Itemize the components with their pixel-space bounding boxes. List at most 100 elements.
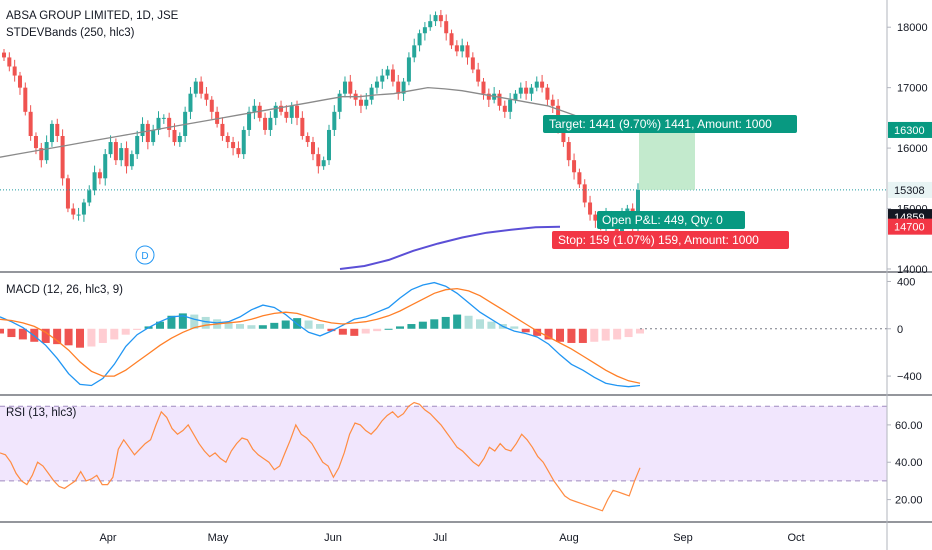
- x-tick-label: Aug: [559, 532, 579, 544]
- price-tag-label: 15308: [894, 185, 925, 197]
- price-tag[interactable]: 16300: [888, 121, 932, 138]
- candle: [273, 105, 278, 118]
- x-tick-label: May: [208, 532, 229, 544]
- rsi-tick-label: 40.00: [895, 457, 923, 469]
- candle: [60, 136, 65, 179]
- candle: [465, 45, 470, 58]
- candle: [289, 105, 294, 118]
- macd-histogram-bar: [247, 325, 256, 329]
- macd-histogram-bar: [510, 326, 519, 329]
- candle: [497, 93, 502, 106]
- candle: [129, 154, 134, 167]
- rsi-panel[interactable]: [0, 401, 887, 512]
- candle: [460, 45, 465, 52]
- macd-histogram-bar: [316, 324, 324, 329]
- macd-histogram-bar: [156, 321, 164, 329]
- price-tag[interactable]: 15308: [888, 181, 932, 198]
- candle: [103, 154, 108, 179]
- y-tick-label: 14000: [897, 264, 928, 276]
- candle: [284, 111, 289, 118]
- candle: [65, 178, 70, 209]
- price-tag-label: 16300: [894, 125, 925, 137]
- dividend-marker-label: D: [141, 251, 148, 262]
- macd-panel[interactable]: [0, 281, 887, 388]
- macd-histogram-bar: [636, 328, 644, 334]
- candle: [151, 129, 156, 143]
- candle: [39, 148, 44, 161]
- stop-label-box[interactable]: [552, 231, 789, 249]
- candle: [220, 123, 225, 136]
- candle: [534, 81, 539, 88]
- macd-histogram-bar: [201, 316, 210, 329]
- macd-histogram-bar: [224, 321, 233, 329]
- candle: [55, 123, 60, 136]
- pnl-label-box[interactable]: [597, 211, 745, 229]
- price-tag-box: [888, 181, 932, 198]
- macd-histogram-bar: [578, 328, 587, 343]
- price-tag-box: [888, 121, 932, 138]
- dividend-marker[interactable]: [135, 245, 155, 265]
- candle: [252, 105, 257, 112]
- target-label-box[interactable]: [543, 115, 797, 133]
- candle: [385, 69, 390, 76]
- candle: [476, 69, 481, 82]
- candle: [566, 142, 571, 161]
- macd-histogram-bar: [110, 328, 119, 340]
- macd-histogram-bar: [327, 328, 336, 332]
- symbol-title[interactable]: ABSA GROUP LIMITED, 1D, JSE: [6, 10, 179, 22]
- x-tick-label: Apr: [99, 532, 116, 544]
- macd-histogram-bar: [407, 324, 416, 329]
- candle: [97, 172, 102, 179]
- candle: [550, 99, 555, 106]
- indicator-legend-rsi[interactable]: RSI (13, hlc3): [6, 407, 77, 419]
- macd-histogram-bar: [350, 328, 359, 336]
- candle: [412, 45, 417, 58]
- y-tick-label: 17000: [897, 83, 928, 95]
- macd-histogram-bar: [361, 328, 370, 334]
- price-axis[interactable]: AprMayJunJulAugSepOct1400015000160001700…: [99, 0, 932, 550]
- candle: [156, 117, 161, 130]
- rsi-tick-label: 20.00: [895, 495, 923, 507]
- candle: [76, 214, 81, 216]
- macd-histogram-bar: [98, 328, 107, 343]
- candle: [374, 81, 379, 88]
- macd-histogram-bar: [464, 315, 473, 329]
- candle: [28, 111, 33, 136]
- macd-histogram-bar: [373, 328, 382, 332]
- macd-histogram-bar: [590, 328, 599, 342]
- candle: [342, 81, 347, 94]
- price-tag[interactable]: 14700: [888, 218, 932, 235]
- candle: [588, 202, 593, 215]
- indicator-legend-macd[interactable]: MACD (12, 26, hlc3, 9): [6, 284, 123, 296]
- candle: [7, 57, 12, 67]
- price-panel[interactable]: D: [0, 9, 887, 270]
- macd-tick-label: −400: [897, 371, 922, 383]
- candle: [225, 136, 230, 143]
- indicator-legend-stdev[interactable]: STDEVBands (250, hlc3): [6, 27, 135, 39]
- candle: [540, 81, 545, 88]
- macd-tick-label: 400: [897, 276, 915, 288]
- candle: [422, 27, 427, 34]
- candle: [236, 148, 241, 155]
- candle: [454, 45, 459, 52]
- pnl-label: Open P&L: 449, Qty: 0: [602, 213, 723, 227]
- candle: [188, 93, 193, 112]
- candle: [231, 142, 236, 149]
- candle: [337, 93, 342, 112]
- macd-histogram-bar: [396, 326, 404, 329]
- candle: [135, 136, 140, 155]
- macd-histogram-bar: [544, 328, 553, 340]
- position-overlay[interactable]: Target: 1441 (9.70%) 1441, Amount: 1000 O…: [543, 115, 797, 249]
- candle: [582, 184, 587, 203]
- macd-histogram-bar: [18, 328, 27, 340]
- candle: [247, 111, 252, 130]
- candle: [81, 202, 86, 215]
- macd-histogram-bar: [270, 322, 279, 329]
- macd-histogram-bar: [41, 328, 50, 343]
- candle: [113, 142, 118, 161]
- candle: [561, 129, 566, 143]
- candle: [390, 69, 395, 82]
- candle: [124, 148, 129, 167]
- x-tick-label: Jun: [324, 532, 342, 544]
